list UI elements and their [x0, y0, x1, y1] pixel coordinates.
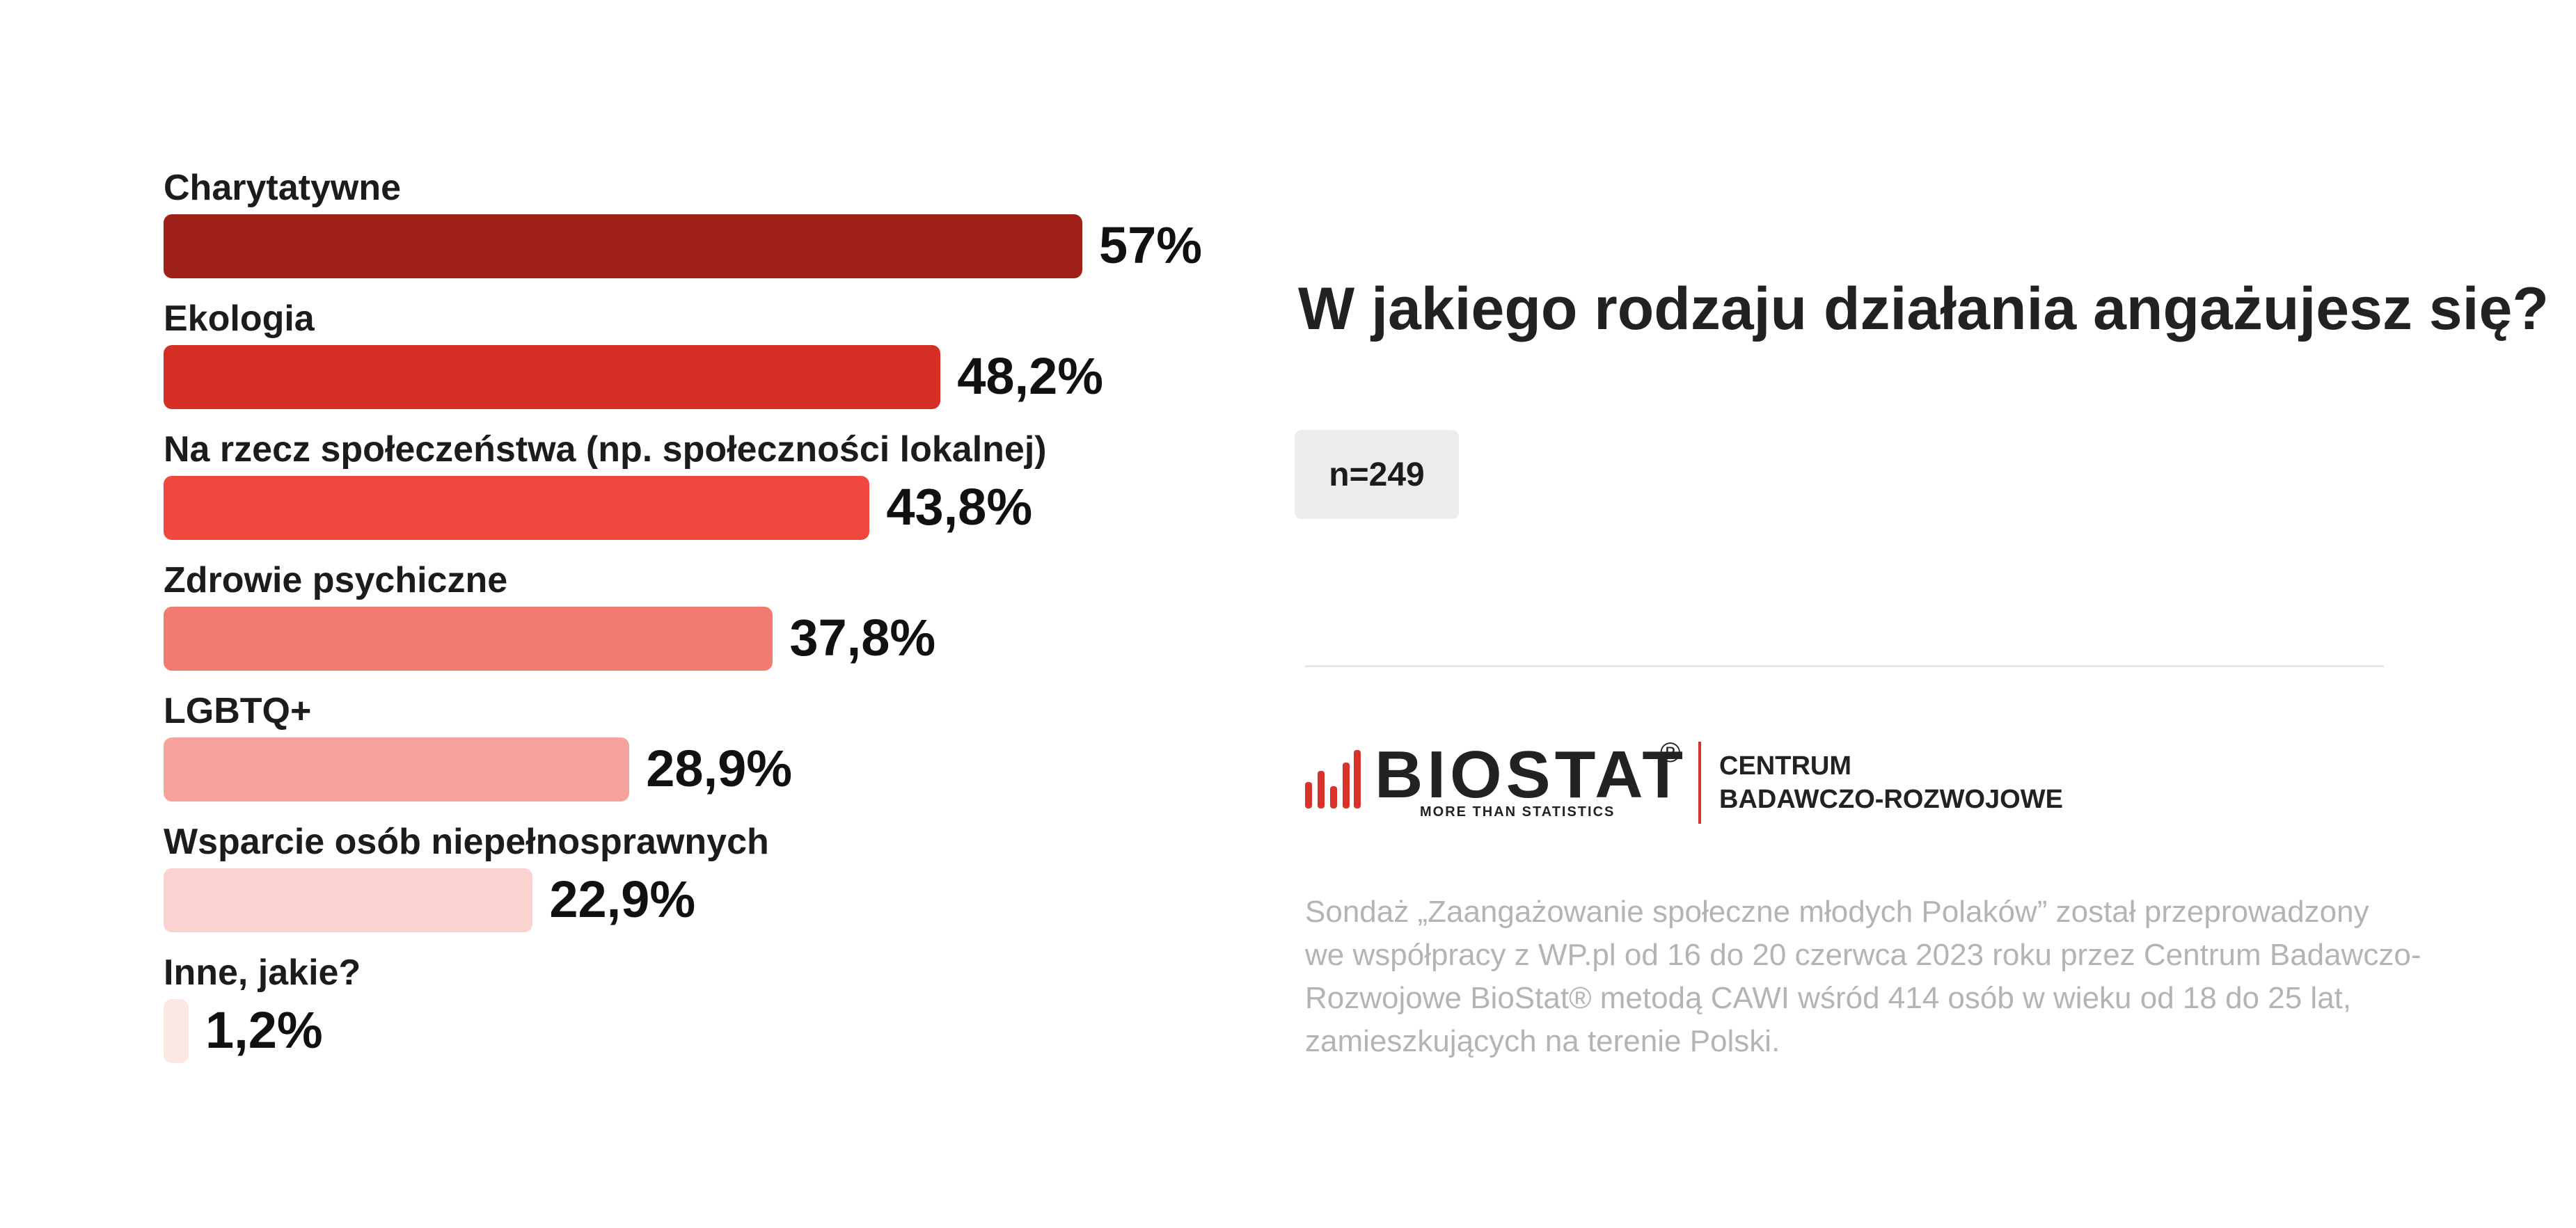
- logo-wordmark: BIOSTAT: [1375, 737, 1688, 812]
- category-label: Inne, jakie?: [164, 952, 361, 993]
- bar: [164, 214, 1082, 278]
- value-label: 48,2%: [957, 347, 1104, 405]
- bar: [164, 999, 189, 1063]
- value-label: 28,9%: [646, 740, 793, 797]
- logo-line-1: CENTRUM: [1719, 751, 1851, 781]
- divider: [1305, 665, 2384, 667]
- survey-note: Sondaż „Zaangażowanie społeczne młodych …: [1305, 891, 2433, 1063]
- logo-separator: [1698, 742, 1701, 824]
- survey-note-line: we współpracy z WP.pl od 16 do 20 czerwc…: [1305, 938, 2421, 972]
- bar: [164, 607, 773, 671]
- bar: [164, 868, 533, 932]
- logo-tagline: MORE THAN STATISTICS: [1420, 804, 1615, 820]
- category-label: Wsparcie osób niepełnosprawnych: [164, 822, 769, 862]
- bar: [164, 476, 870, 540]
- category-label: Zdrowie psychiczne: [164, 560, 508, 600]
- category-label: Charytatywne: [164, 168, 401, 208]
- bar: [164, 345, 941, 409]
- value-label: 57%: [1099, 216, 1203, 274]
- sample-size-badge: n=249: [1295, 430, 1459, 519]
- bar-chart-icon: [1305, 750, 1361, 808]
- page-title: W jakiego rodzaju działania angażujesz s…: [1298, 276, 2549, 342]
- survey-note-line: zamieszkujących na terenie Polski.: [1305, 1024, 1780, 1058]
- value-label: 43,8%: [886, 478, 1033, 536]
- bar-chart: Charytatywne 57% Ekologia 48,2% Na rzecz spo…: [0, 0, 1253, 1228]
- registered-mark: ®: [1660, 737, 1681, 768]
- value-label: 37,8%: [789, 609, 936, 667]
- biostat-logo: BIOSTAT ® MORE THAN STATISTICS CENTRUM B…: [1305, 737, 2078, 824]
- value-label: 1,2%: [205, 1001, 323, 1059]
- survey-note-line: Sondaż „Zaangażowanie społeczne młodych …: [1305, 895, 2369, 929]
- category-label: Na rzecz społeczeństwa (np. społeczności…: [164, 429, 1047, 470]
- bar: [164, 737, 630, 802]
- survey-note-line: Rozwojowe BioStat® metodą CAWI wśród 414…: [1305, 981, 2352, 1015]
- category-label: Ekologia: [164, 298, 315, 339]
- value-label: 22,9%: [549, 870, 696, 928]
- logo-line-2: BADAWCZO-ROZWOJOWE: [1719, 785, 2063, 814]
- category-label: LGBTQ+: [164, 691, 312, 731]
